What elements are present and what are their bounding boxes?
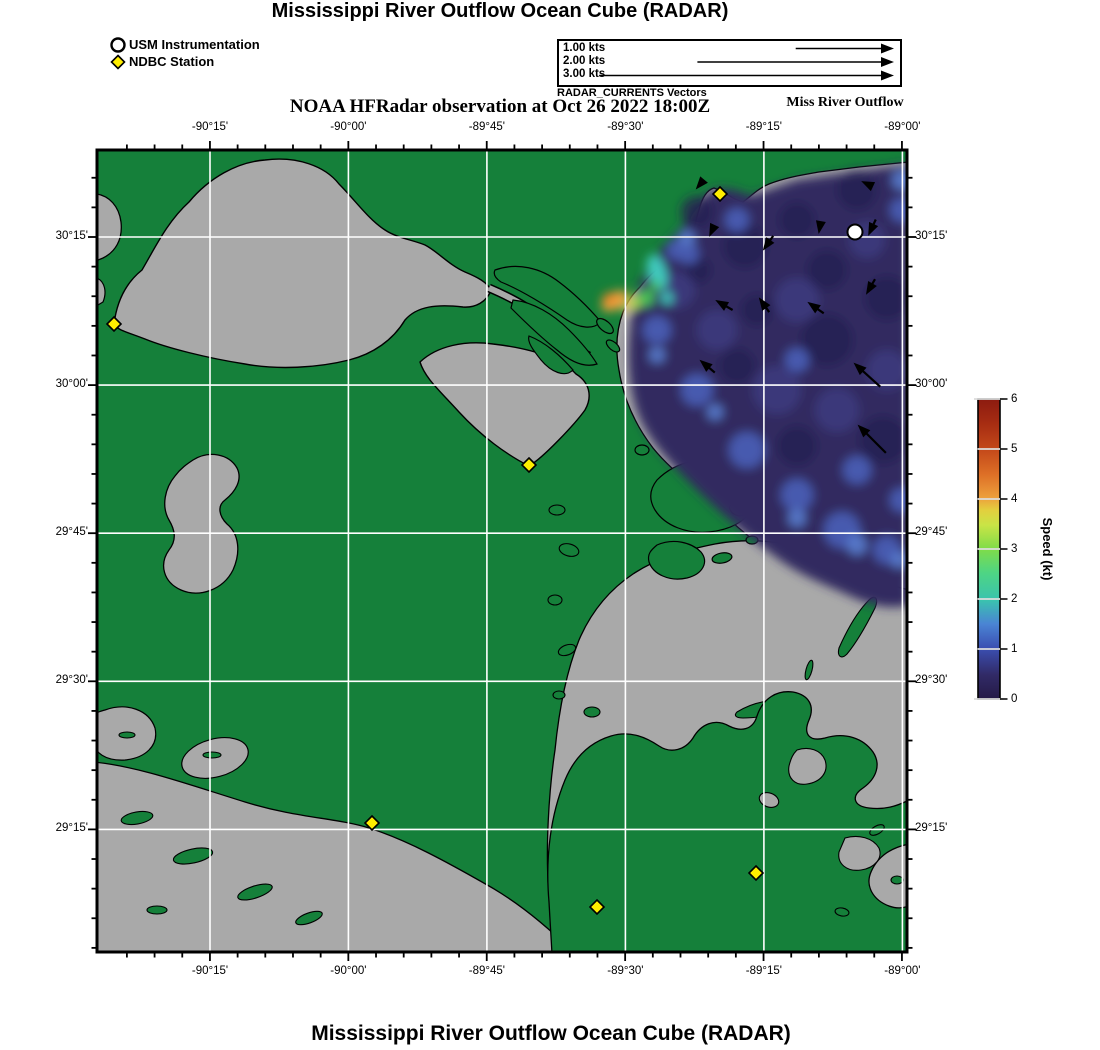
x-axis-label-bottom: -89°30' bbox=[607, 965, 644, 977]
miss-river-outflow-label: Miss River Outflow bbox=[786, 95, 904, 110]
scale-row-2-label: 2.00 kts bbox=[563, 55, 606, 67]
lake-borgne bbox=[419, 342, 590, 467]
ndbc-legend-icon bbox=[110, 54, 126, 70]
y-axis-label-left: 29°45' bbox=[55, 526, 88, 539]
scale-row-1-label: 1.00 kts bbox=[563, 42, 606, 54]
x-axis-label-top: -89°30' bbox=[607, 121, 644, 133]
y-axis-label-left: 30°15' bbox=[55, 230, 88, 242]
y-axis-label-right: 29°30' bbox=[915, 674, 948, 687]
ndbc-station-marker bbox=[711, 185, 729, 203]
x-axis-label-bottom: -89°45' bbox=[468, 965, 505, 977]
map-border bbox=[95, 148, 909, 954]
central-marsh-islets bbox=[547, 504, 601, 718]
current-arrow bbox=[758, 297, 771, 313]
scale-row-3-label: 3.00 kts bbox=[563, 68, 606, 80]
usm-legend-icon bbox=[110, 37, 126, 53]
x-axis-label-bottom: -89°00' bbox=[884, 965, 921, 977]
ndbc-station-marker bbox=[588, 898, 606, 916]
ndbc-station-marker bbox=[363, 814, 381, 832]
x-axis-label-bottom: -90°00' bbox=[330, 965, 367, 977]
x-axis-label-bottom: -89°15' bbox=[745, 965, 782, 977]
observation-subtitle: NOAA HFRadar observation at Oct 26 2022 … bbox=[289, 96, 711, 117]
colorbar-tick-label: 3 bbox=[1011, 542, 1018, 555]
x-axis-label-top: -89°15' bbox=[745, 121, 782, 133]
axis-ticks bbox=[88, 141, 916, 961]
legend-ndbc-label: NDBC Station bbox=[129, 54, 215, 69]
radar-speed-field bbox=[601, 164, 907, 608]
ndbc-station-marker bbox=[520, 456, 538, 474]
bottom-title: Mississippi River Outflow Ocean Cube (RA… bbox=[311, 1022, 791, 1045]
colorbar-tick-label: 6 bbox=[1011, 392, 1018, 405]
colorbar-tick-label: 2 bbox=[1011, 592, 1018, 605]
current-arrow bbox=[868, 219, 879, 236]
colorbar: Speed (kt) bbox=[974, 398, 1055, 700]
legend-usm-label: USM Instrumentation bbox=[129, 37, 260, 52]
graticule bbox=[97, 150, 907, 952]
ndbc-station-marker bbox=[105, 315, 123, 333]
ndbc-station-marker bbox=[747, 864, 765, 882]
y-axis-label-right: 29°45' bbox=[915, 526, 948, 539]
x-axis-label-top: -90°15' bbox=[191, 121, 229, 133]
x-axis-label-top: -89°45' bbox=[468, 121, 505, 133]
current-arrow bbox=[857, 424, 887, 454]
current-arrow bbox=[853, 362, 882, 388]
y-axis-label-left: 29°30' bbox=[55, 674, 88, 687]
vector-scale-box bbox=[557, 39, 902, 87]
colorbar-tick-label: 1 bbox=[1011, 642, 1018, 655]
current-arrow bbox=[866, 278, 877, 295]
lake-pontchartrain bbox=[113, 158, 492, 369]
y-axis-label-right: 29°15' bbox=[915, 822, 948, 835]
top-title: Mississippi River Outflow Ocean Cube (RA… bbox=[271, 0, 729, 22]
colorbar-title: Speed (kt) bbox=[1040, 518, 1055, 581]
delta-inlets bbox=[758, 747, 881, 871]
current-arrow bbox=[715, 300, 734, 311]
scale-arrows bbox=[599, 43, 894, 81]
current-arrow bbox=[699, 359, 716, 374]
x-axis-label-bottom: -90°15' bbox=[191, 965, 229, 977]
colorbar-tick-label: 0 bbox=[1011, 692, 1018, 705]
x-axis-label-top: -90°00' bbox=[330, 121, 367, 133]
y-axis-label-right: 30°00' bbox=[915, 378, 948, 391]
colorbar-tick-label: 4 bbox=[1011, 492, 1018, 505]
lake-maurepas-edge bbox=[97, 193, 122, 262]
current-arrow bbox=[861, 181, 876, 192]
y-axis-label-left: 30°00' bbox=[55, 378, 88, 391]
colorbar-tick-label: 5 bbox=[1011, 442, 1018, 455]
usm-station-marker bbox=[846, 223, 864, 241]
current-arrow bbox=[807, 301, 825, 315]
current-arrow bbox=[815, 220, 826, 234]
current-arrow bbox=[762, 235, 775, 251]
x-axis-label-top: -89°00' bbox=[884, 121, 921, 133]
current-arrow bbox=[709, 222, 720, 237]
scale-box-caption: RADAR_CURRENTS Vectors bbox=[557, 87, 707, 99]
gulf-islets bbox=[118, 731, 323, 926]
current-arrow bbox=[695, 176, 708, 190]
station-markers bbox=[105, 185, 864, 916]
pearl-river-marsh bbox=[493, 265, 621, 375]
current-vectors bbox=[695, 176, 887, 454]
y-axis-label-left: 29°15' bbox=[55, 822, 88, 835]
y-axis-label-right: 30°15' bbox=[915, 230, 948, 242]
